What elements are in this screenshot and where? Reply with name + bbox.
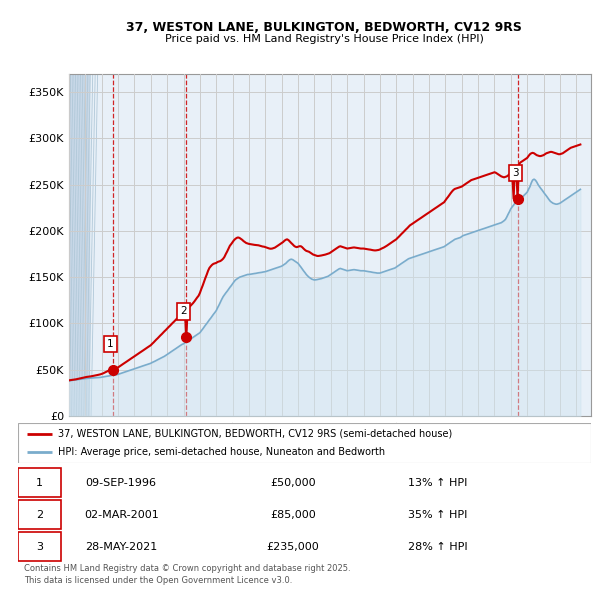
Bar — [69, 74, 89, 416]
Text: 28% ↑ HPI: 28% ↑ HPI — [407, 542, 467, 552]
Text: HPI: Average price, semi-detached house, Nuneaton and Bedworth: HPI: Average price, semi-detached house,… — [58, 447, 385, 457]
Text: 02-MAR-2001: 02-MAR-2001 — [84, 510, 158, 520]
Text: 37, WESTON LANE, BULKINGTON, BEDWORTH, CV12 9RS: 37, WESTON LANE, BULKINGTON, BEDWORTH, C… — [126, 21, 522, 34]
Text: 3: 3 — [36, 542, 43, 552]
FancyBboxPatch shape — [18, 532, 61, 561]
FancyBboxPatch shape — [18, 468, 61, 497]
Text: £235,000: £235,000 — [266, 542, 319, 552]
Text: £50,000: £50,000 — [270, 478, 316, 489]
Text: 35% ↑ HPI: 35% ↑ HPI — [407, 510, 467, 520]
Text: 2: 2 — [181, 306, 187, 316]
Text: 3: 3 — [512, 168, 518, 178]
Text: Price paid vs. HM Land Registry's House Price Index (HPI): Price paid vs. HM Land Registry's House … — [164, 34, 484, 44]
FancyBboxPatch shape — [18, 423, 591, 463]
Text: 37, WESTON LANE, BULKINGTON, BEDWORTH, CV12 9RS (semi-detached house): 37, WESTON LANE, BULKINGTON, BEDWORTH, C… — [58, 429, 452, 439]
Text: £85,000: £85,000 — [270, 510, 316, 520]
Text: 09-SEP-1996: 09-SEP-1996 — [86, 478, 157, 489]
Text: 1: 1 — [36, 478, 43, 489]
Text: 1: 1 — [107, 339, 114, 349]
Text: 28-MAY-2021: 28-MAY-2021 — [85, 542, 157, 552]
Text: 13% ↑ HPI: 13% ↑ HPI — [407, 478, 467, 489]
Text: Contains HM Land Registry data © Crown copyright and database right 2025.
This d: Contains HM Land Registry data © Crown c… — [24, 565, 350, 585]
FancyBboxPatch shape — [18, 500, 61, 529]
Text: 2: 2 — [36, 510, 43, 520]
